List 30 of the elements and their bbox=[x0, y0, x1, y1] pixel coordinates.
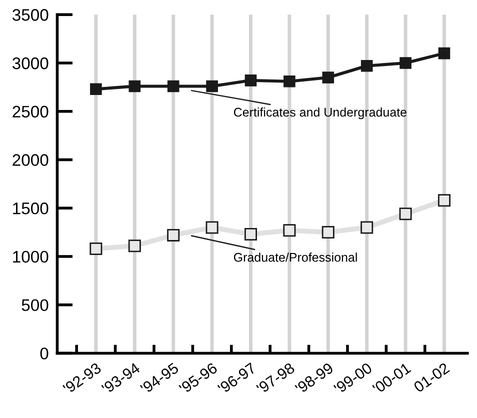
point bbox=[128, 240, 141, 252]
y-tick-label: 2000 bbox=[12, 154, 48, 166]
point bbox=[167, 80, 180, 92]
y-tick-label: 3000 bbox=[12, 57, 48, 70]
y-tick-label: 3500 bbox=[12, 9, 48, 21]
y-tick-label: 1500 bbox=[13, 202, 48, 214]
point bbox=[360, 60, 373, 72]
y-tick-label: 1000 bbox=[13, 250, 48, 263]
point bbox=[399, 208, 412, 220]
point bbox=[128, 80, 141, 92]
point bbox=[438, 47, 450, 60]
point bbox=[322, 72, 334, 84]
y-tick-label: 500 bbox=[22, 299, 48, 312]
point bbox=[322, 226, 334, 239]
point bbox=[90, 242, 102, 255]
point bbox=[360, 221, 374, 234]
point bbox=[438, 194, 450, 207]
series-label: Graduate/Professional bbox=[234, 252, 357, 262]
point bbox=[90, 83, 102, 96]
y-tick-label: 2500 bbox=[12, 106, 48, 118]
y-tick-label: 0 bbox=[40, 348, 48, 360]
point bbox=[244, 74, 257, 86]
point bbox=[284, 75, 296, 88]
point bbox=[206, 80, 218, 92]
point bbox=[206, 221, 218, 234]
point bbox=[244, 228, 257, 240]
point bbox=[167, 228, 180, 242]
series-label: Certificates and Undergraduate bbox=[234, 107, 406, 120]
point bbox=[283, 224, 296, 237]
point bbox=[400, 57, 412, 69]
